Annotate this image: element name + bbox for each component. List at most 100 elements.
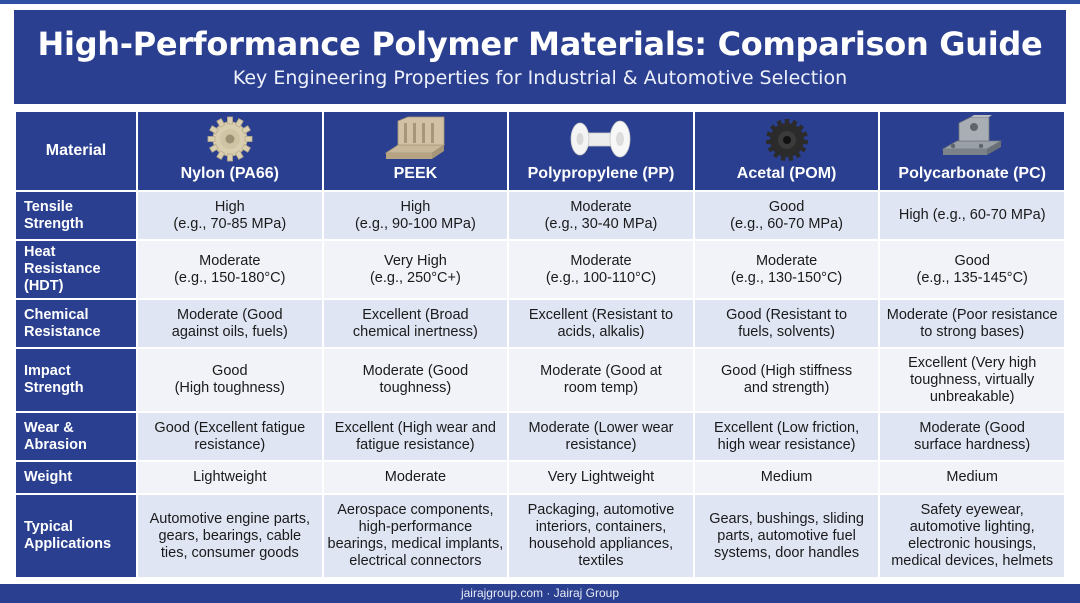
row-header-line: Abrasion	[24, 436, 87, 453]
cell-line: systems, door handles	[714, 544, 860, 561]
material-header: Polycarbonate (PC)	[880, 112, 1064, 190]
cell-line: Excellent (Resistant to	[528, 306, 674, 323]
table-cell: Good (High stiffness and strength)	[694, 349, 879, 411]
row-header: Impact Strength	[16, 349, 136, 411]
cell-line: Good (Resistant to	[726, 306, 848, 323]
top-accent-line	[0, 0, 1080, 4]
material-name: Polypropylene (PP)	[527, 165, 675, 182]
cell-line: (e.g., 90-100 MPa)	[354, 215, 476, 232]
cell-line: electrical connectors	[349, 553, 482, 569]
cell-line: resistance)	[194, 436, 266, 453]
cell-line: high-performance	[358, 519, 473, 535]
cell-line: High	[214, 198, 245, 215]
cell-line: Lightweight	[193, 469, 267, 485]
row-header-line: (HDT)	[24, 278, 64, 294]
table-cell: Good (Resistant to fuels, solvents)	[694, 300, 879, 347]
table-row: Typical Applications Automotive engine par…	[16, 495, 1064, 577]
cell-line: acids, alkalis)	[557, 323, 645, 340]
table-cell: Moderate (Lower wear resistance)	[509, 413, 693, 460]
cell-line: chemical inertness)	[352, 323, 478, 340]
table-cell: Moderate (Good toughness)	[323, 349, 508, 411]
row-header-line: Weight	[24, 469, 73, 485]
cell-line: electronic housings,	[908, 536, 1037, 552]
page-title: High-Performance Polymer Materials: Comp…	[37, 25, 1043, 63]
table-cell: Very Lightweight	[509, 462, 693, 493]
row-header-line: Heat	[24, 244, 56, 260]
cell-line: against oils, fuels)	[171, 323, 288, 340]
cell-line: Moderate	[570, 198, 632, 215]
table-row: Chemical Resistance Moderate (Good against …	[16, 300, 1064, 347]
cell-line: (e.g., 70-85 MPa)	[173, 215, 287, 232]
row-header-line: Typical	[24, 519, 73, 535]
corner-header: Material	[16, 112, 136, 190]
row-header: Chemical Resistance	[16, 300, 136, 347]
table-cell: Moderate (Poor resistance to strong bases…	[880, 300, 1064, 347]
cell-line: (e.g., 100-110°C)	[545, 269, 657, 286]
table-cell: Good (High toughness)	[138, 349, 322, 411]
cell-line: Good	[954, 252, 990, 269]
cell-line: Moderate	[570, 252, 632, 269]
table-cell: Packaging, automotive interiors, containe…	[509, 495, 693, 577]
table-row: Impact Strength Good (High toughness) Modera…	[16, 349, 1064, 411]
header-banner: High-Performance Polymer Materials: Comp…	[14, 10, 1066, 104]
row-header-line: Tensile	[24, 198, 73, 215]
cell-line: Moderate (Good	[362, 363, 469, 379]
cell-line: Excellent (High wear and	[334, 419, 496, 436]
cell-line: (e.g., 250°C+)	[369, 269, 461, 286]
cell-line: resistance)	[565, 436, 637, 453]
cell-line: Packaging, automotive	[527, 502, 675, 518]
cell-line: Very Lightweight	[547, 469, 655, 485]
cell-line: gears, bearings, cable	[158, 527, 302, 544]
table-cell: Excellent (Resistant to acids, alkalis)	[509, 300, 693, 347]
table-cell: Moderate (Good at room temp)	[509, 349, 693, 411]
material-name: Acetal (POM)	[736, 165, 837, 182]
row-header-line: Impact	[24, 363, 71, 379]
table-cell: Moderate (e.g., 130-150°C)	[694, 241, 879, 298]
pom-black-gear-icon	[765, 119, 808, 161]
cell-line: High (e.g., 60-70 MPa)	[898, 207, 1046, 223]
cell-line: room temp)	[563, 380, 639, 396]
cell-line: Good	[768, 198, 805, 215]
cell-line: high wear resistance)	[717, 436, 856, 453]
cell-line: fatigue resistance)	[356, 436, 475, 453]
cell-line: Excellent (Low friction,	[714, 419, 860, 436]
comparison-table: Material	[14, 110, 1066, 579]
table-cell: Excellent (High wear and fatigue resistan…	[323, 413, 508, 460]
row-header-line: Applications	[24, 536, 112, 552]
pc-bracket-icon	[941, 115, 1003, 155]
cell-line: (e.g., 135-145°C)	[916, 269, 1028, 286]
material-header: Polypropylene (PP)	[509, 112, 693, 190]
table-row: Wear & Abrasion Good (Excellent fatigue res…	[16, 413, 1064, 460]
cell-line: bearings, medical implants,	[327, 536, 504, 552]
material-name: Polycarbonate (PC)	[898, 165, 1046, 182]
cell-line: Excellent (Broad	[362, 306, 469, 323]
cell-line: Medium	[760, 469, 813, 485]
cell-line: surface hardness)	[914, 436, 1031, 453]
cell-line: textiles	[578, 553, 624, 569]
table-cell: Good (e.g., 60-70 MPa)	[694, 192, 879, 239]
cell-line: Medium	[946, 469, 998, 485]
cell-line: (e.g., 130-150°C)	[730, 269, 843, 286]
table-cell: Automotive engine parts, gears, bearings,…	[138, 495, 322, 577]
peek-bracket-icon	[385, 116, 446, 159]
row-header: Typical Applications	[16, 495, 136, 577]
cell-line: (e.g., 60-70 MPa)	[730, 215, 843, 232]
table-cell: Excellent (Low friction, high wear resist…	[694, 413, 879, 460]
cell-line: and strength)	[743, 380, 830, 396]
cell-line: Moderate	[755, 252, 818, 269]
cell-line: Good	[212, 363, 248, 379]
cell-line: household appliances,	[528, 536, 674, 552]
cell-line: Moderate	[384, 469, 447, 485]
cell-line: interiors, containers,	[535, 519, 667, 535]
cell-line: High	[400, 198, 431, 215]
cell-line: Gears, bushings, sliding	[709, 510, 864, 527]
material-header: PEEK	[323, 112, 508, 190]
table-cell: Excellent (Broad chemical inertness)	[323, 300, 508, 347]
table-row: Tensile Strength High (e.g., 70-85 MPa) High…	[16, 192, 1064, 239]
row-header: Weight	[16, 462, 136, 493]
material-name: Nylon (PA66)	[180, 165, 279, 182]
cell-line: Moderate (Good	[919, 419, 1025, 436]
page-subtitle: Key Engineering Properties for Industria…	[232, 67, 848, 89]
cell-line: medical devices, helmets	[891, 553, 1054, 569]
